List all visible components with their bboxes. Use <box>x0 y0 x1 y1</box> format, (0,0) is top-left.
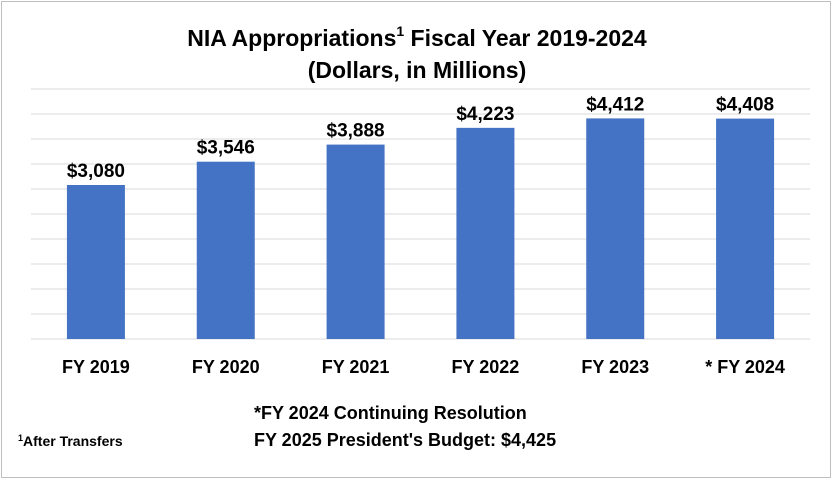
chart-title: NIA Appropriations1 Fiscal Year 2019-202… <box>0 23 834 52</box>
x-tick-label: * FY 2024 <box>705 357 785 377</box>
x-tick-label: FY 2020 <box>192 357 260 377</box>
data-label: $4,408 <box>716 95 774 116</box>
chart-subtitle: (Dollars, in Millions) <box>307 57 527 83</box>
data-label: $4,223 <box>456 104 514 125</box>
presidents-budget-note: FY 2025 President's Budget: $4,425 <box>254 430 557 450</box>
after-transfers-footnote: 1After Transfers <box>18 433 123 449</box>
bar-fy-2022 <box>456 127 515 339</box>
bar-fy-2024 <box>716 118 775 339</box>
x-tick-label: FY 2021 <box>322 357 390 377</box>
data-label: $3,888 <box>327 121 385 142</box>
x-tick-label: FY 2023 <box>581 357 649 377</box>
x-tick-label: FY 2019 <box>62 357 130 377</box>
bar-fy-2019 <box>66 185 125 339</box>
bar-fy-2020 <box>196 161 255 339</box>
chart-title-main: NIA Appropriations <box>187 25 397 51</box>
x-tick-label: FY 2022 <box>452 357 520 377</box>
footnote-text: After Transfers <box>23 433 123 449</box>
data-label: $3,080 <box>67 161 125 182</box>
data-label: $3,546 <box>197 138 255 159</box>
data-label: $4,412 <box>586 94 644 115</box>
continuing-resolution-note: *FY 2024 Continuing Resolution <box>254 403 527 423</box>
chart-title-footnote-marker: 1 <box>396 23 405 39</box>
footnote-marker: 1 <box>18 433 24 443</box>
chart-title-rest: Fiscal Year 2019-2024 <box>404 25 647 51</box>
bar-fy-2021 <box>326 144 385 339</box>
bar-fy-2023 <box>586 118 645 340</box>
